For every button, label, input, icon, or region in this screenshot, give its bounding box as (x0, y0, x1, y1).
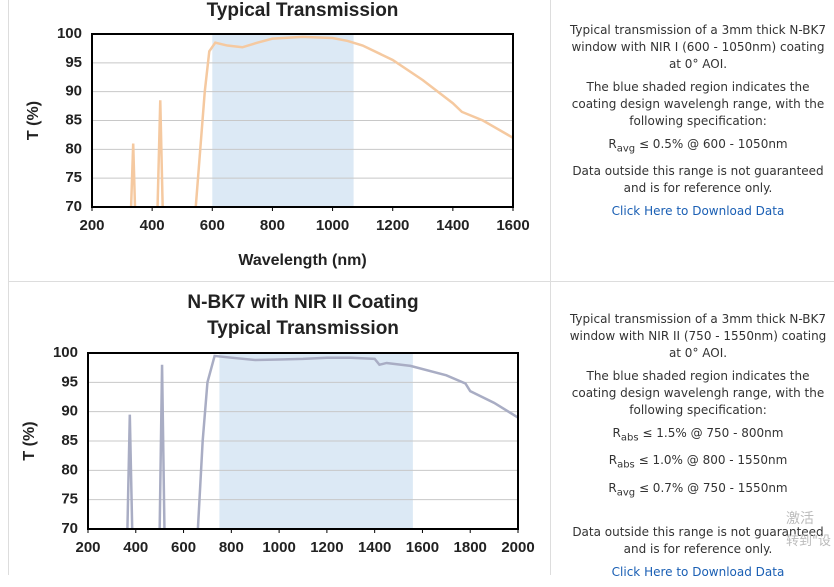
watermark: 激活 (786, 511, 814, 527)
y-tick-label: 90 (65, 83, 82, 100)
note: Data outside this range is not guarantee… (572, 525, 824, 557)
shading-note: The blue shaded region indicates the coa… (571, 369, 825, 417)
y-tick-label: 85 (61, 432, 78, 449)
spec: Ravg ≤ 0.5% @ 600 - 1050nm (564, 136, 832, 157)
intro: Typical transmission of a 3mm thick N-BK… (569, 312, 827, 360)
spec-symbol: R (612, 426, 621, 440)
spec: Ravg ≤ 0.7% @ 750 - 1550nm (564, 480, 832, 501)
x-tick-label: 800 (219, 539, 244, 556)
x-axis-label: Wavelength (nm) (238, 252, 366, 269)
y-axis-label: T (%) (21, 421, 38, 460)
x-tick-label: 1000 (262, 539, 295, 556)
spec: Rabs ≤ 1.5% @ 750 - 800nm (564, 425, 832, 446)
plot-frame (87, 352, 519, 530)
x-tick-label: 600 (171, 539, 196, 556)
x-tick-label: 2000 (501, 539, 534, 556)
y-tick-label: 75 (61, 491, 78, 508)
data-line (196, 354, 519, 530)
chart-panel: Typical Transmission 70 75 80 85 90 95 100 200 40… (8, 0, 834, 575)
spec-text: ≤ 0.5% @ 600 - 1050nm (638, 137, 788, 151)
chart-title: Typical Transmission (207, 0, 399, 21)
x-tick-label: 600 (200, 217, 225, 234)
y-tick-label: 80 (65, 140, 82, 157)
spec-sub: abs (617, 459, 635, 471)
download-link[interactable]: Click Here to Download Data (611, 204, 785, 219)
x-tick-label: 400 (140, 217, 165, 234)
x-tick-label: 1600 (496, 217, 529, 234)
spec-symbol: R (608, 453, 618, 468)
x-tick-label: 1200 (310, 539, 343, 556)
spec-sub: avg (616, 143, 636, 155)
y-tick-label: 100 (53, 344, 78, 361)
y-tick-label: 80 (61, 461, 78, 478)
data-line (158, 364, 166, 530)
y-tick-label: 95 (61, 373, 78, 390)
description: Typical transmission of a 3mm thick N-BK… (564, 311, 832, 587)
x-tick-label: 200 (75, 539, 100, 556)
spec: Rabs ≤ 1.0% @ 800 - 1550nm (564, 452, 832, 473)
spec-text: ≤ 1.0% @ 800 - 1550nm (638, 453, 788, 468)
data-line (156, 100, 164, 208)
y-tick-label: 95 (65, 54, 82, 71)
x-tick-label: 1000 (316, 217, 349, 234)
note: Data outside this range is not guarantee… (572, 164, 824, 196)
chart-subtitle: Typical Transmission (207, 318, 399, 339)
y-tick-label: 70 (61, 520, 78, 537)
y-tick-label: 90 (61, 403, 78, 420)
y-tick-label: 75 (65, 169, 82, 186)
x-tick-label: 1400 (358, 539, 391, 556)
y-axis-label: T (%) (25, 101, 42, 140)
y-tick-label: 100 (57, 25, 82, 42)
x-tick-label: 1400 (436, 217, 469, 234)
download-link[interactable]: Click Here to Download Data (611, 565, 785, 580)
plot-frame (91, 33, 514, 208)
spec-symbol: R (608, 480, 617, 495)
shading-note: The blue shaded region indicates the coa… (571, 80, 825, 128)
page: Typical Transmission 70 75 80 85 90 95 100 200 40… (8, 0, 834, 580)
data-line (126, 414, 134, 530)
x-tick-label: 800 (260, 217, 285, 234)
spec-symbol: R (608, 137, 617, 151)
spec-sub: avg (616, 487, 636, 499)
x-tick-label: 200 (79, 217, 104, 234)
description: Typical transmission of a 3mm thick N-BK… (564, 22, 832, 226)
spec-text: ≤ 0.7% @ 750 - 1550nm (638, 480, 788, 495)
data-line (194, 35, 514, 208)
x-tick-label: 1200 (376, 217, 409, 234)
x-tick-label: 400 (123, 539, 148, 556)
spec-sub: abs (620, 432, 639, 444)
x-tick-label: 1800 (454, 539, 487, 556)
spec-text: ≤ 1.5% @ 750 - 800nm (642, 426, 784, 440)
x-tick-label: 1600 (406, 539, 439, 556)
y-tick-label: 70 (65, 198, 82, 215)
chart-title: N-BK7 with NIR II Coating (187, 292, 418, 313)
watermark: 转到"设 (786, 534, 831, 549)
intro: Typical transmission of a 3mm thick N-BK… (569, 23, 827, 71)
data-line (129, 143, 137, 208)
y-tick-label: 85 (65, 111, 82, 128)
